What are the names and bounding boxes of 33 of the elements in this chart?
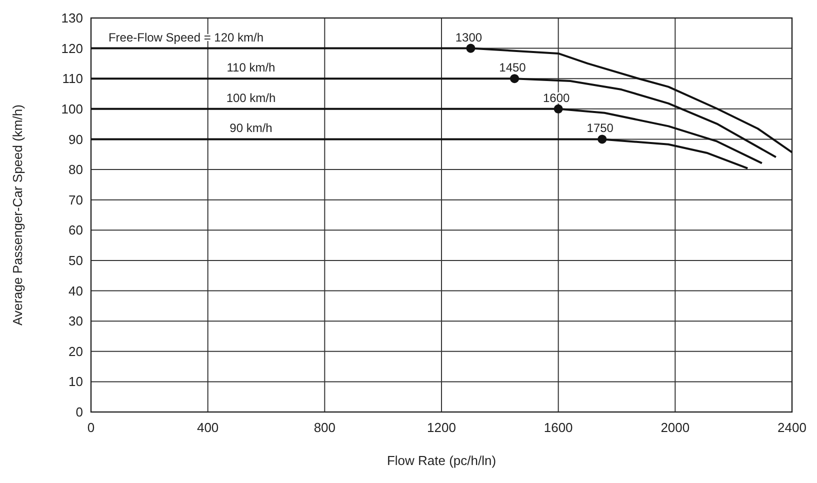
y-tick-label: 80	[68, 162, 83, 178]
y-tick-label: 110	[62, 71, 83, 86]
x-tick-label: 1600	[544, 420, 573, 435]
annotation: 1450	[499, 60, 526, 75]
y-tick-label: 40	[68, 283, 83, 298]
x-tick-label: 2400	[778, 420, 806, 435]
y-tick-label: 60	[68, 222, 83, 238]
y-tick-label: 20	[68, 344, 83, 359]
series-label: 90 km/h	[230, 121, 272, 136]
y-tick-label: 100	[61, 101, 83, 116]
annotation: 1750	[586, 121, 614, 136]
y-tick-label: 30	[68, 314, 83, 329]
y-axis-title: Average Passenger-Car Speed (km/h)	[10, 104, 25, 326]
y-tick-label: 90	[68, 132, 83, 147]
y-tick-label: 120	[61, 40, 83, 56]
y-tick-label: 50	[68, 253, 83, 268]
x-tick-label: 1200	[427, 420, 456, 435]
x-tick-label: 2000	[660, 420, 690, 435]
y-tick-label: 0	[76, 404, 83, 420]
annotation: 1300	[455, 30, 482, 44]
x-axis-title: Flow Rate (pc/h/ln)	[386, 453, 496, 468]
point	[510, 74, 520, 84]
y-tick-label: 10	[68, 374, 83, 390]
point	[466, 44, 476, 53]
point	[554, 104, 563, 114]
x-tick-label: 0	[87, 420, 95, 435]
x-tick-label: 800	[314, 420, 336, 435]
x-tick-label: 400	[196, 420, 219, 435]
series-label: 110 km/h	[226, 60, 276, 75]
series-label: 100 km/h	[226, 90, 276, 105]
y-tick-label: 130	[61, 10, 83, 26]
y-tick-label: 70	[68, 192, 83, 208]
point	[598, 134, 607, 144]
